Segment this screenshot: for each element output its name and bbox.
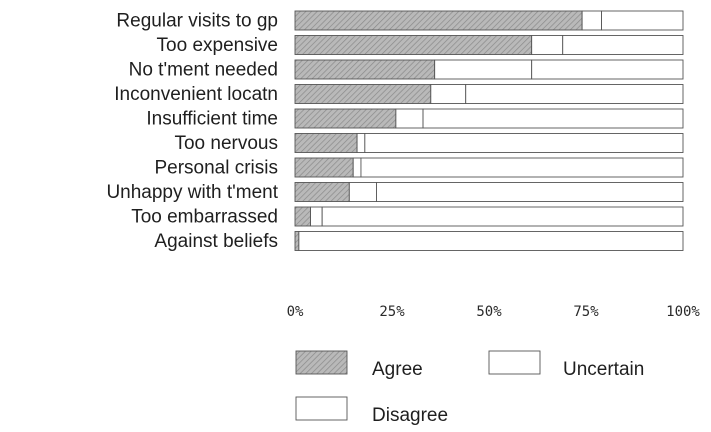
bar-agree [294,182,350,202]
x-tick-label: 0% [287,304,304,320]
bar-agree [294,157,354,178]
bar-disagree [298,231,684,251]
category-label: Inconvenient locatn [114,84,278,105]
bar-uncertain [348,182,377,202]
bar-agree [294,84,432,104]
bar-disagree [465,84,684,104]
legend-label-agree: Agree [372,359,423,380]
bar-disagree [562,35,684,55]
bar-disagree [360,157,684,178]
category-label: Too embarrassed [131,207,278,228]
category-label: Regular visits to gp [116,11,278,32]
bar-disagree [321,206,684,227]
bar-disagree [531,59,684,80]
bar-agree [294,10,583,31]
category-label: Against beliefs [154,231,278,252]
category-label: Too expensive [157,35,278,56]
bar-disagree [601,10,684,31]
category-label: Personal crisis [154,158,278,179]
x-tick-label: 75% [573,304,599,320]
bar-uncertain [531,35,564,55]
legend-swatch-agree [295,350,348,375]
category-label: Insufficient time [146,109,278,130]
bar-uncertain [310,206,323,227]
bar-uncertain [352,157,362,178]
legend-swatch-uncertain [488,350,541,375]
bar-agree [294,59,436,80]
bar-agree [294,108,397,129]
bar-uncertain [430,84,467,104]
bar-uncertain [434,59,533,80]
legend-label-disagree: Disagree [372,405,448,426]
bar-disagree [364,133,684,153]
x-tick-label: 25% [379,304,405,320]
bar-uncertain [356,133,366,153]
legend-swatch-disagree [295,396,348,421]
bar-disagree [376,182,684,202]
category-label: No t'ment needed [129,60,278,81]
bar-agree [294,35,533,55]
bar-agree [294,206,311,227]
x-tick-label: 100% [666,304,700,320]
bar-uncertain [581,10,602,31]
bar-disagree [422,108,684,129]
bar-agree [294,133,358,153]
category-label: Unhappy with t'ment [106,182,278,203]
bar-agree [294,231,300,251]
x-tick-label: 50% [476,304,502,320]
bar-uncertain [395,108,424,129]
category-label: Too nervous [174,133,278,154]
legend-label-uncertain: Uncertain [563,359,644,380]
